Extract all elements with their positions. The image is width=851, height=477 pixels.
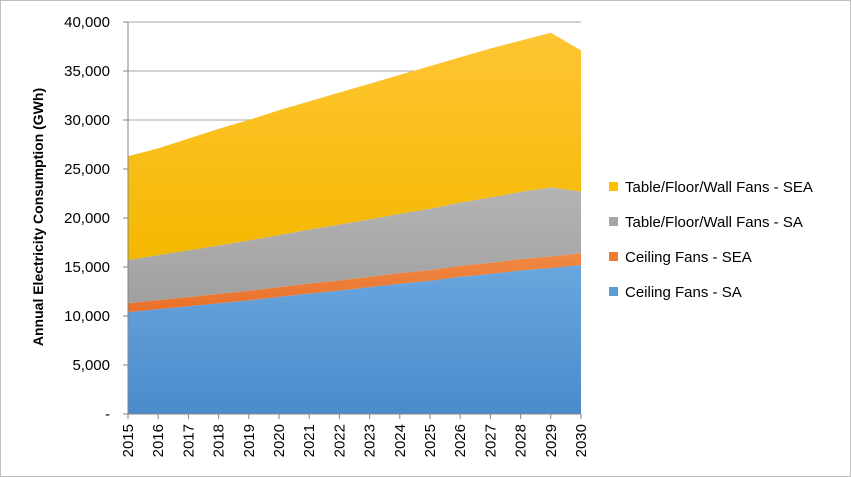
x-tick-label: 2023 [362,424,379,457]
legend-label: Ceiling Fans - SA [625,284,742,301]
y-tick-label: 20,000 [64,210,110,227]
legend-item: Table/Floor/Wall Fans - SA [609,214,803,231]
x-tick-label: 2029 [543,424,560,457]
y-tick-label: 40,000 [64,14,110,31]
legend-swatch [609,252,618,261]
y-tick-label: 10,000 [64,308,110,325]
area-series [128,32,581,414]
y-tick-label: 25,000 [64,161,110,178]
x-tick-label: 2018 [211,424,228,457]
x-tick-label: 2019 [241,424,258,457]
x-tick-label: 2016 [150,424,167,457]
x-tick-label: 2020 [271,424,288,457]
legend-swatch [609,217,618,226]
x-tick-label: 2017 [180,424,197,457]
x-tick-label: 2027 [482,424,499,457]
legend-item: Ceiling Fans - SA [609,284,742,301]
x-tick-label: 2028 [513,424,530,457]
legend: Table/Floor/Wall Fans - SEA Table/Floor/W… [609,179,813,301]
x-tick-label: 2015 [120,424,137,457]
y-tick-labels: - 5,000 10,000 15,000 20,000 25,000 30,000 35,0… [64,14,110,423]
legend-item: Table/Floor/Wall Fans - SEA [609,179,813,196]
x-tick-label: 2022 [331,424,348,457]
legend-item: Ceiling Fans - SEA [609,249,752,266]
y-tick-label: 5,000 [72,357,110,374]
legend-swatch [609,182,618,191]
x-tick-label: 2025 [422,424,439,457]
area-table-floor-wall-fans-sa [128,187,581,304]
x-tick-labels: 2015 2016 2017 2018 2019 2020 2021 2022 2023 2024… [120,424,590,457]
x-tick-label: 2021 [301,424,318,457]
y-axis-label: Annual Electricity Consumption (GWh) [30,88,46,346]
y-tick-label: 15,000 [64,259,110,276]
y-tick-label: - [105,406,110,423]
legend-label: Table/Floor/Wall Fans - SEA [625,179,813,196]
axes [123,21,582,419]
x-tick-label: 2024 [392,424,409,457]
x-tick-label: 2030 [573,424,590,457]
x-tick-label: 2026 [452,424,469,457]
area-table-floor-wall-fans-sea [128,32,581,261]
y-tick-label: 35,000 [64,63,110,80]
legend-swatch [609,287,618,296]
y-tick-label: 30,000 [64,112,110,129]
legend-label: Table/Floor/Wall Fans - SA [625,214,803,231]
legend-label: Ceiling Fans - SEA [625,249,752,266]
area-ceiling-fans-sa [128,265,581,414]
area-ceiling-fans-sea [128,253,581,313]
